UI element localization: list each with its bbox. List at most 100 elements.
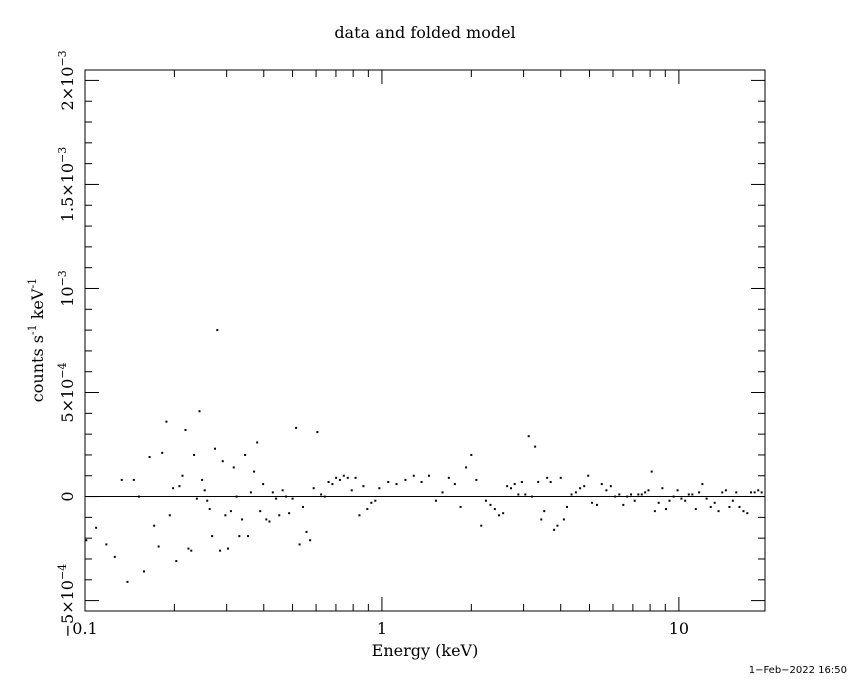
data-point bbox=[224, 514, 227, 517]
data-point bbox=[470, 453, 473, 456]
data-point bbox=[731, 499, 734, 502]
data-point bbox=[338, 478, 341, 481]
data-point bbox=[132, 478, 135, 481]
data-point bbox=[587, 474, 590, 477]
data-point bbox=[735, 491, 738, 494]
plot-frame bbox=[84, 69, 766, 612]
data-point bbox=[331, 483, 334, 486]
data-point bbox=[126, 580, 129, 583]
data-point bbox=[591, 501, 594, 504]
data-point bbox=[161, 451, 164, 454]
data-point bbox=[728, 505, 731, 508]
data-point bbox=[701, 483, 704, 486]
data-point bbox=[213, 447, 216, 450]
data-point bbox=[609, 485, 612, 488]
data-point bbox=[327, 480, 330, 483]
data-point bbox=[216, 329, 219, 332]
data-point bbox=[305, 530, 308, 533]
data-point bbox=[676, 489, 679, 492]
y-tick-label: −5×10−4 bbox=[56, 564, 77, 638]
data-point bbox=[605, 489, 608, 492]
data-point bbox=[275, 497, 278, 500]
x-axis-ticks: 0.1 1 10 bbox=[72, 70, 689, 638]
data-point bbox=[157, 545, 160, 548]
data-point bbox=[288, 512, 291, 515]
data-point bbox=[633, 499, 636, 502]
data-point bbox=[570, 493, 573, 496]
data-point bbox=[534, 445, 537, 448]
data-point bbox=[309, 539, 312, 542]
data-point bbox=[137, 495, 140, 498]
data-point bbox=[530, 495, 533, 498]
data-point bbox=[247, 535, 250, 538]
data-point bbox=[190, 549, 193, 552]
data-point bbox=[281, 489, 284, 492]
x-tick-label: 0.1 bbox=[72, 619, 97, 638]
data-point bbox=[323, 495, 326, 498]
data-point bbox=[724, 489, 727, 492]
data-point bbox=[502, 512, 505, 515]
data-point bbox=[113, 555, 116, 558]
data-point bbox=[738, 505, 741, 508]
data-point bbox=[229, 510, 232, 513]
data-point bbox=[256, 441, 259, 444]
data-point bbox=[378, 487, 381, 490]
data-point bbox=[746, 512, 749, 515]
data-point bbox=[193, 453, 196, 456]
data-point bbox=[647, 489, 650, 492]
data-point bbox=[105, 543, 108, 546]
data-point bbox=[441, 491, 444, 494]
data-point bbox=[626, 495, 629, 498]
x-tick-label: 1 bbox=[377, 619, 387, 638]
data-point bbox=[232, 466, 235, 469]
data-point bbox=[750, 491, 753, 494]
data-point bbox=[387, 480, 390, 483]
data-point bbox=[95, 526, 98, 529]
data-point bbox=[301, 505, 304, 508]
data-point bbox=[553, 528, 556, 531]
data-point bbox=[524, 493, 527, 496]
data-point bbox=[527, 435, 530, 438]
data-point bbox=[653, 510, 656, 513]
data-point bbox=[742, 510, 745, 513]
timestamp: 1−Feb−2022 16:50 bbox=[749, 665, 847, 676]
chart-title: data and folded model bbox=[334, 23, 515, 42]
data-point bbox=[717, 510, 720, 513]
data-point bbox=[705, 497, 708, 500]
data-point bbox=[427, 474, 430, 477]
data-point bbox=[153, 524, 156, 527]
data-point bbox=[661, 487, 664, 490]
data-point bbox=[271, 491, 274, 494]
data-point bbox=[622, 503, 625, 506]
data-point bbox=[268, 520, 271, 523]
data-point bbox=[226, 547, 229, 550]
data-point bbox=[238, 535, 241, 538]
data-point bbox=[637, 493, 640, 496]
data-point bbox=[600, 483, 603, 486]
data-point bbox=[291, 497, 294, 500]
y-tick-label: 1.5×10−3 bbox=[56, 147, 77, 222]
data-point bbox=[148, 456, 151, 459]
data-point bbox=[596, 503, 599, 506]
data-point bbox=[537, 480, 540, 483]
data-point bbox=[506, 485, 509, 488]
data-point bbox=[630, 493, 633, 496]
data-point bbox=[265, 518, 268, 521]
data-point bbox=[694, 508, 697, 511]
data-point bbox=[342, 474, 345, 477]
data-point bbox=[687, 493, 690, 496]
data-point bbox=[404, 478, 407, 481]
data-point bbox=[335, 476, 338, 479]
data-point bbox=[249, 491, 252, 494]
data-point bbox=[198, 410, 201, 413]
data-point bbox=[614, 495, 617, 498]
y-tick-label: 10−3 bbox=[56, 270, 77, 307]
data-point bbox=[556, 524, 559, 527]
data-point bbox=[312, 487, 315, 490]
data-point bbox=[316, 431, 319, 434]
data-point bbox=[434, 499, 437, 502]
data-point bbox=[354, 476, 357, 479]
data-point bbox=[644, 491, 647, 494]
x-axis-label: Energy (keV) bbox=[372, 641, 479, 660]
